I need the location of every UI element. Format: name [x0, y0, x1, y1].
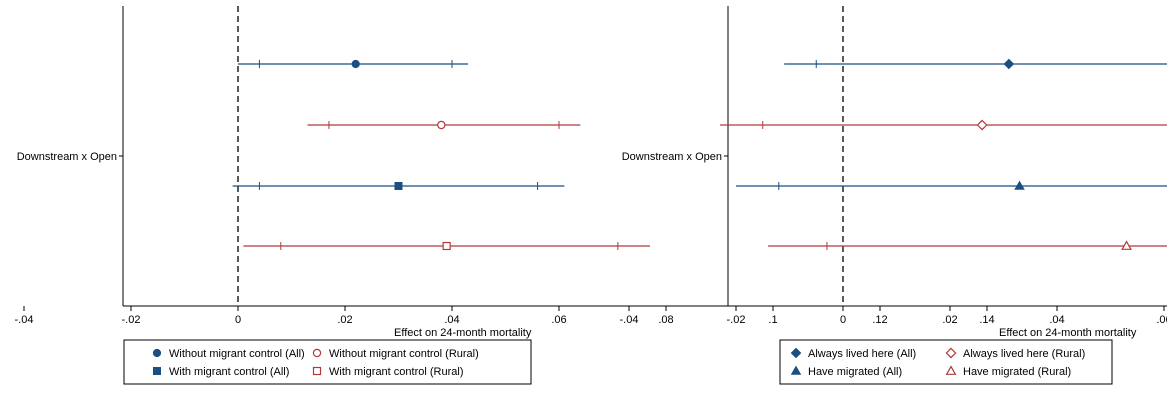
legend-marker — [312, 366, 322, 376]
legend-box — [123, 339, 532, 385]
series-4 — [768, 240, 1167, 250]
x-tick-label: .06 — [551, 314, 566, 326]
legend-marker — [945, 365, 957, 375]
series-4 — [243, 241, 650, 251]
legend-marker — [945, 347, 957, 359]
legend: Always lived here (All) Always lived here… — [779, 339, 1113, 385]
legend-marker — [312, 348, 322, 358]
point-estimate — [976, 119, 988, 131]
series-3 — [736, 180, 1167, 190]
y-tick-label: Downstream x Open — [622, 151, 722, 163]
legend-label: Without migrant control (All) — [169, 348, 305, 360]
chart-panel-1: Downstream x Open -.04 -.02 0 .02 .04 .06 .08 .1… — [15, 6, 1068, 385]
x-axis-title: Effect on 24-month mortality — [394, 327, 532, 339]
point-estimate — [1014, 180, 1025, 190]
series-1 — [238, 59, 469, 69]
x-tick-label: .12 — [872, 314, 887, 326]
legend-label: With migrant control (All) — [169, 366, 289, 378]
x-tick-label: .1 — [768, 314, 777, 326]
point-estimate — [1121, 240, 1132, 250]
point-estimate — [394, 182, 403, 190]
x-axis-title: Effect on 24-month mortality — [999, 327, 1137, 339]
x-tick-label: .06 — [1156, 314, 1167, 326]
x-tick-label: .02 — [337, 314, 352, 326]
series-2 — [719, 119, 1167, 131]
x-tick-label: .14 — [979, 314, 994, 326]
x-tick-label: -.02 — [122, 314, 141, 326]
x-tick-label: -.04 — [620, 314, 639, 326]
x-tick-label: .02 — [942, 314, 957, 326]
legend-label: Always lived here (Rural) — [963, 348, 1085, 360]
legend-label: Always lived here (All) — [808, 348, 916, 360]
legend-label: With migrant control (Rural) — [329, 366, 463, 378]
legend-label: Without migrant control (Rural) — [329, 348, 479, 360]
series-1 — [784, 58, 1167, 70]
point-estimate — [442, 241, 451, 251]
legend-label: Have migrated (All) — [808, 366, 902, 378]
legend-label: Have migrated (Rural) — [963, 366, 1071, 378]
x-tick-label: 0 — [840, 314, 846, 326]
x-tick-label: -.02 — [727, 314, 746, 326]
legend-box — [779, 339, 1113, 385]
x-tick-label: .04 — [444, 314, 459, 326]
legend-marker — [790, 365, 802, 375]
point-estimate — [351, 59, 360, 69]
point-estimate — [437, 120, 446, 130]
x-tick-label: 0 — [235, 314, 241, 326]
x-tick-label: .04 — [1049, 314, 1064, 326]
y-tick-label: Downstream x Open — [17, 151, 117, 163]
x-tick-label: .08 — [658, 314, 673, 326]
legend-marker — [790, 347, 802, 359]
series-3 — [232, 182, 565, 190]
legend: Without migrant control (All) Without mig… — [123, 339, 532, 385]
point-estimate — [1003, 58, 1015, 70]
legend-marker — [152, 348, 162, 358]
chart-panel-2: Downstream x Open -.04 -.02 0 .02 .04 .06 .08 .1… — [620, 6, 1167, 385]
series-2 — [307, 120, 581, 130]
x-tick-label: -.04 — [15, 314, 34, 326]
legend-marker — [153, 367, 161, 375]
